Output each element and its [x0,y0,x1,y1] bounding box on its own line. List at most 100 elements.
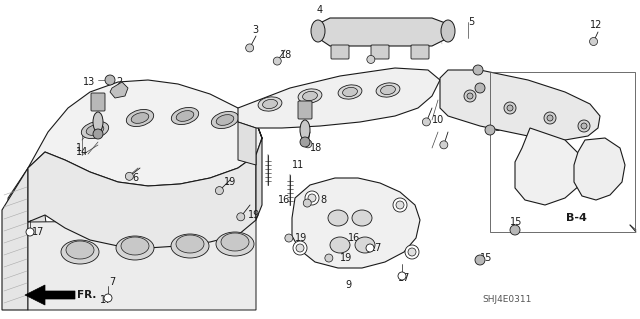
Text: 18: 18 [280,50,292,60]
Ellipse shape [303,92,317,100]
Circle shape [216,187,223,195]
Ellipse shape [211,111,239,129]
Circle shape [475,83,485,93]
Circle shape [475,255,485,265]
Circle shape [405,245,419,259]
Polygon shape [292,178,420,268]
FancyBboxPatch shape [371,45,389,59]
Ellipse shape [330,237,350,253]
Polygon shape [256,122,262,220]
Circle shape [304,140,312,148]
Text: 13: 13 [490,123,502,133]
Ellipse shape [176,235,204,253]
Circle shape [510,225,520,235]
Ellipse shape [352,210,372,226]
Polygon shape [2,168,28,310]
Text: 17: 17 [32,227,44,237]
Circle shape [93,129,103,139]
Text: 17: 17 [370,243,382,253]
Ellipse shape [216,232,254,256]
Circle shape [464,90,476,102]
Circle shape [504,102,516,114]
Text: 17: 17 [100,295,112,305]
Circle shape [440,141,448,149]
Polygon shape [440,70,600,140]
Ellipse shape [376,83,400,97]
FancyBboxPatch shape [91,93,105,111]
Circle shape [422,118,430,126]
Ellipse shape [81,122,109,138]
Text: 19: 19 [224,177,236,187]
Ellipse shape [355,237,375,253]
Circle shape [293,241,307,255]
Circle shape [125,172,133,180]
Ellipse shape [93,112,103,132]
Polygon shape [515,128,580,205]
Text: 19: 19 [295,233,307,243]
Ellipse shape [216,115,234,125]
Polygon shape [28,152,256,248]
Polygon shape [8,168,28,260]
FancyBboxPatch shape [331,45,349,59]
Text: 17: 17 [398,273,410,283]
Polygon shape [574,138,625,200]
FancyBboxPatch shape [411,45,429,59]
Ellipse shape [258,97,282,111]
Circle shape [325,254,333,262]
Text: 4: 4 [317,5,323,15]
Text: 3: 3 [252,25,258,35]
Ellipse shape [298,89,322,103]
Circle shape [581,123,587,129]
Circle shape [408,248,416,256]
Ellipse shape [441,20,455,42]
Text: 11: 11 [292,160,304,170]
Text: 12: 12 [590,20,602,30]
Text: SHJ4E0311: SHJ4E0311 [482,295,531,305]
Circle shape [285,234,293,242]
Text: 18: 18 [310,143,323,153]
Circle shape [393,198,407,212]
Circle shape [246,44,253,52]
Ellipse shape [328,210,348,226]
Text: 18: 18 [376,50,388,60]
Circle shape [26,228,34,236]
Text: 5: 5 [468,17,474,27]
Polygon shape [28,80,262,186]
Ellipse shape [61,240,99,264]
Text: 1: 1 [76,143,82,153]
Text: 16: 16 [278,195,291,205]
Circle shape [104,294,112,302]
Circle shape [237,213,244,221]
Polygon shape [110,82,128,98]
Text: 9: 9 [345,280,351,290]
Text: 13: 13 [83,77,95,87]
Text: 2: 2 [116,77,122,87]
Polygon shape [20,168,48,260]
Polygon shape [25,285,75,305]
Circle shape [544,112,556,124]
Text: 19: 19 [340,253,352,263]
Circle shape [105,75,115,85]
Ellipse shape [221,233,249,251]
Circle shape [467,93,473,99]
Circle shape [366,244,374,252]
Text: FR.: FR. [77,290,97,300]
Polygon shape [28,220,256,310]
Ellipse shape [126,109,154,127]
Text: 15: 15 [510,217,522,227]
Polygon shape [238,68,440,128]
Circle shape [578,120,590,132]
Ellipse shape [172,108,198,124]
Circle shape [396,201,404,209]
Ellipse shape [86,125,104,135]
Text: 8: 8 [320,195,326,205]
Ellipse shape [176,111,194,121]
Circle shape [589,38,598,46]
Text: 16: 16 [348,233,360,243]
Ellipse shape [300,120,310,140]
Text: 16: 16 [240,140,252,150]
Text: 15: 15 [480,253,492,263]
Ellipse shape [116,236,154,260]
Text: 10: 10 [432,115,444,125]
Polygon shape [318,18,448,46]
